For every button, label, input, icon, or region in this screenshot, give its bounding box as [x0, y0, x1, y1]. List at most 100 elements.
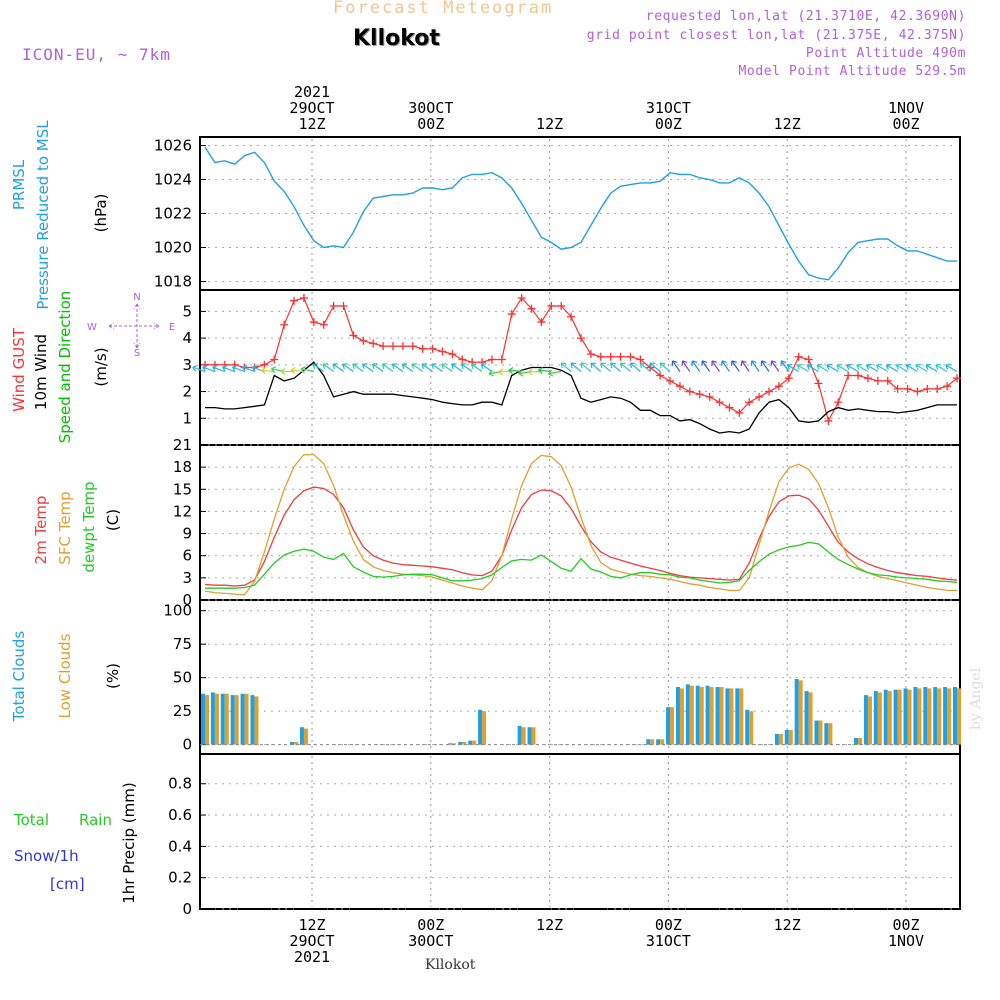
low-cloud-bar: [828, 723, 833, 745]
label-sfc-temp: SFC Temp: [56, 491, 74, 564]
total-cloud-bar: [863, 695, 868, 745]
wind-direction-arrow: [885, 363, 898, 373]
low-cloud-bar: [719, 687, 724, 745]
gust-marker: [834, 398, 843, 407]
low-cloud-bar: [452, 743, 457, 745]
gust-marker: [418, 344, 427, 353]
wind-direction-arrow: [836, 363, 849, 373]
low-cloud-bar: [462, 741, 467, 745]
bottom-time-label: 29OCT: [289, 932, 334, 950]
wind-direction-arrow: [731, 360, 740, 372]
low-cloud-bar: [887, 691, 892, 745]
wind-direction-arrow: [431, 363, 443, 373]
compass-e: E: [169, 322, 175, 333]
y-tick-label: 1020: [154, 239, 192, 257]
label-precip: 1hr Precip (mm): [120, 782, 138, 903]
wind-direction-arrow: [875, 363, 889, 373]
gust-marker: [280, 320, 289, 329]
gust-marker: [873, 376, 882, 385]
low-cloud-bar: [927, 688, 932, 745]
wind-direction-arrow: [915, 363, 928, 373]
bottom-time-label: 12Z: [536, 916, 563, 934]
model-label: ICON-EU, ~ 7km: [22, 45, 171, 64]
low-cloud-bar: [867, 696, 872, 745]
y-tick-label: 0.6: [168, 806, 192, 824]
gust-marker: [557, 302, 566, 311]
total-cloud-bar: [735, 688, 740, 745]
low-cloud-bar: [788, 729, 793, 745]
wind-direction-arrow: [780, 360, 790, 372]
wind-direction-arrow: [740, 360, 750, 372]
wind-direction-arrow: [629, 362, 641, 372]
location-title: Kllokot: [353, 26, 440, 51]
y-tick-label: 25: [173, 702, 192, 720]
y-tick-label: 5: [182, 302, 192, 320]
wind-direction-arrow: [649, 362, 661, 372]
total-cloud-bar: [240, 693, 245, 745]
gust-marker: [765, 387, 773, 396]
y-tick-label: 1018: [154, 273, 192, 291]
wind-direction-arrow: [560, 362, 572, 372]
wind-direction-arrow: [322, 363, 334, 373]
label-rain: Rain: [79, 811, 112, 829]
wind-direction-arrow: [600, 362, 612, 372]
gust-marker: [656, 371, 665, 380]
label-total-clouds: Total Clouds: [10, 631, 28, 723]
total-cloud-bar: [210, 692, 215, 745]
wind-direction-arrow: [300, 366, 314, 373]
y-tick-label: 12: [173, 502, 192, 520]
y-tick-label: 21: [173, 436, 192, 454]
wind-direction-arrow: [580, 362, 592, 372]
gust-marker: [428, 344, 437, 353]
gust-marker: [319, 320, 328, 329]
top-time-label: 2021: [294, 83, 330, 101]
low-cloud-bar: [709, 687, 714, 745]
y-tick-label: 4: [182, 329, 192, 347]
y-tick-label: 18: [173, 458, 192, 476]
wind-direction-arrow: [659, 362, 671, 372]
gust-marker: [497, 355, 506, 364]
low-cloud-bar: [877, 692, 882, 745]
gust-marker: [735, 408, 744, 417]
bottom-time-label: 30OCT: [408, 932, 453, 950]
gust-marker: [715, 398, 724, 407]
compass-rose-icon: [108, 303, 160, 349]
wind-direction-arrow: [221, 364, 235, 373]
low-cloud-bar: [670, 707, 675, 745]
low-cloud-bar: [244, 693, 249, 745]
gust-marker: [299, 294, 308, 303]
low-cloud-bar: [907, 689, 912, 745]
wind-direction-arrow: [691, 360, 701, 372]
label-10m-wind: 10m Wind: [32, 334, 50, 410]
label-2m-temp: 2m Temp: [32, 496, 50, 565]
total-cloud-bar: [715, 687, 720, 745]
gust-marker: [774, 382, 783, 391]
wind-direction-arrow: [619, 362, 631, 372]
bottom-time-label: 31OCT: [646, 932, 691, 950]
low-cloud-bar: [818, 720, 823, 745]
gust-marker: [824, 416, 833, 425]
wind-direction-arrow: [332, 363, 344, 373]
gust-marker: [685, 387, 694, 396]
gust-marker: [943, 382, 952, 391]
wind-direction-arrow: [905, 363, 918, 373]
label-cm: [cm]: [50, 875, 85, 893]
wind-direction-arrow: [421, 363, 433, 373]
gust-marker: [953, 374, 961, 383]
low-cloud-bar: [214, 693, 219, 745]
gust-marker: [448, 350, 457, 359]
bottom-time-label: 00Z: [655, 916, 682, 934]
wind-direction-arrow: [610, 362, 621, 372]
total-cloud-bar: [695, 685, 700, 745]
gust-marker: [804, 355, 813, 364]
gust-marker: [458, 355, 467, 364]
wind-direction-arrow: [711, 360, 721, 372]
panel-frame-4: [199, 599, 961, 755]
wind-direction-arrow: [381, 363, 394, 373]
sfc-temp-line: [204, 453, 957, 596]
wind-direction-arrow: [411, 363, 424, 373]
y-tick-label: 0: [182, 736, 192, 754]
total-cloud-bar: [290, 741, 295, 745]
y-tick-label: 100: [163, 602, 192, 620]
y-tick-label: 0.8: [168, 775, 192, 793]
